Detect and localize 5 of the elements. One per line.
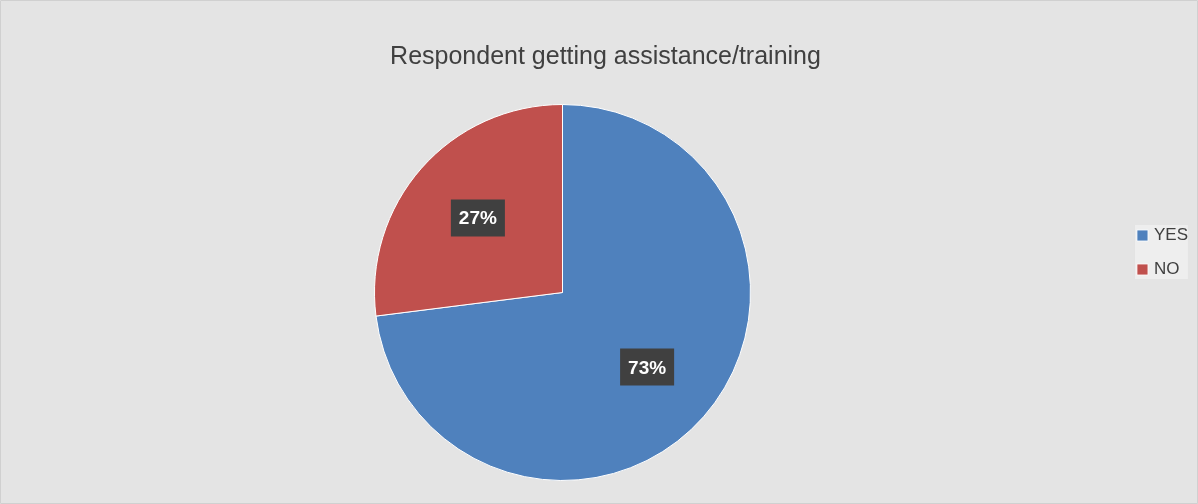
chart-title: Respondent getting assistance/training bbox=[390, 40, 821, 69]
legend-label: YES bbox=[1153, 225, 1188, 245]
legend-label: NO bbox=[1153, 259, 1180, 279]
data-label: 27% bbox=[458, 207, 498, 229]
data-label: 73% bbox=[628, 356, 667, 378]
